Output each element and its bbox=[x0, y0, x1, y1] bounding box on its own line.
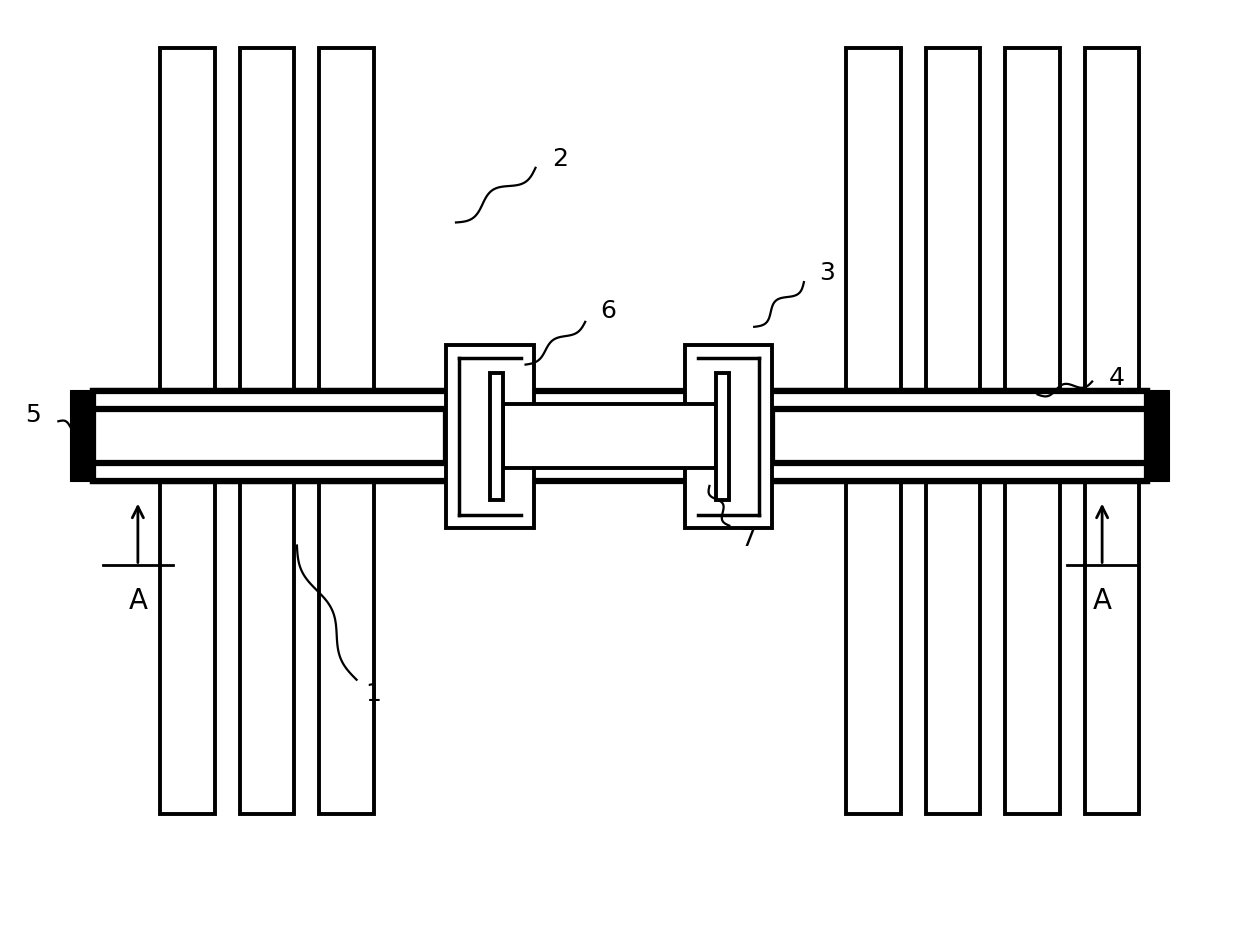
Bar bbox=[1147, 392, 1169, 481]
Bar bbox=[490, 373, 502, 500]
Bar bbox=[71, 392, 93, 481]
Bar bbox=[846, 463, 900, 814]
Bar bbox=[684, 345, 773, 528]
Bar bbox=[446, 345, 533, 528]
Text: 2: 2 bbox=[552, 147, 568, 170]
Bar bbox=[93, 463, 1147, 481]
Bar bbox=[926, 50, 981, 410]
Bar bbox=[160, 50, 215, 410]
Bar bbox=[239, 50, 294, 410]
Bar bbox=[93, 392, 1147, 410]
Text: 5: 5 bbox=[26, 402, 41, 427]
Bar bbox=[93, 392, 446, 481]
Bar bbox=[846, 50, 900, 410]
Bar bbox=[319, 463, 374, 814]
Text: A: A bbox=[1092, 587, 1111, 615]
Text: A: A bbox=[129, 587, 148, 615]
Text: 4: 4 bbox=[1109, 365, 1125, 389]
Bar bbox=[1006, 50, 1060, 410]
Bar bbox=[926, 463, 981, 814]
Text: 6: 6 bbox=[600, 299, 616, 323]
Bar bbox=[1085, 463, 1140, 814]
Bar bbox=[502, 405, 717, 469]
Text: 3: 3 bbox=[818, 261, 835, 285]
Bar bbox=[1006, 463, 1060, 814]
Bar bbox=[1085, 50, 1140, 410]
Bar bbox=[773, 392, 1147, 481]
Bar bbox=[239, 463, 294, 814]
Bar bbox=[319, 50, 374, 410]
Bar bbox=[717, 373, 729, 500]
Text: 7: 7 bbox=[742, 526, 758, 550]
Text: 1: 1 bbox=[366, 680, 382, 705]
Bar bbox=[160, 463, 215, 814]
